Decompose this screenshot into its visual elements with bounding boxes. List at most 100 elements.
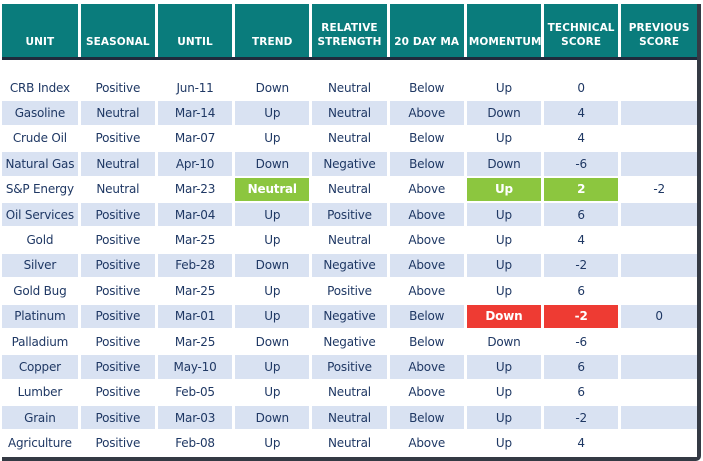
relative-strength-cell: Neutral (310, 100, 390, 127)
until-cell: Mar-25 (156, 328, 236, 356)
20-day-ma-cell: Above (388, 176, 467, 203)
column-header-technical-score: TECHNICAL SCORE (542, 4, 622, 57)
seasonal-cell: Neutral (79, 151, 158, 178)
seasonal-cell: Positive (79, 303, 158, 330)
technical-score-cell: 6 (542, 354, 622, 381)
table-row-silver: Silver Positive Feb-28 Down Negative Above Up -… (2, 252, 697, 280)
unit-cell: Copper (2, 354, 81, 381)
momentum-cell: Up (465, 76, 545, 102)
momentum-cell: Up (465, 278, 545, 305)
momentum-cell: Up (465, 176, 545, 203)
until-cell: Mar-25 (156, 227, 236, 254)
trend-cell: Up (233, 100, 313, 127)
trend-cell: Up (233, 430, 313, 457)
technical-score-table: UNIT SEASONAL UNTIL TREND RELATIVE STRENGTH 2… (2, 4, 701, 461)
relative-strength-cell: Neutral (310, 405, 390, 432)
column-header-20-day-ma: 20 DAY MA (388, 4, 467, 57)
technical-score-cell: 4 (542, 100, 622, 127)
relative-strength-cell: Neutral (310, 379, 390, 407)
until-cell: Mar-04 (156, 201, 236, 229)
seasonal-cell: Neutral (79, 176, 158, 203)
trend-cell: Up (233, 201, 313, 229)
unit-cell: Gold Bug (2, 278, 81, 305)
technical-score-cell: 4 (542, 430, 622, 457)
until-cell: May-10 (156, 354, 236, 381)
relative-strength-cell: Negative (310, 252, 390, 280)
20-day-ma-cell: Below (388, 328, 467, 356)
20-day-ma-cell: Above (388, 278, 467, 305)
unit-cell: Platinum (2, 303, 81, 330)
table-row-gold-bug: Gold Bug Positive Mar-25 Up Positive Above Up 6 (2, 278, 697, 305)
seasonal-cell: Positive (79, 354, 158, 381)
previous-score-cell (619, 278, 697, 305)
previous-score-cell (619, 100, 697, 127)
spacer-cell (542, 60, 622, 76)
technical-score-cell: 2 (542, 176, 622, 203)
table-row-gold: Gold Positive Mar-25 Up Neutral Above Up 4 (2, 227, 697, 254)
trend-cell: Down (233, 252, 313, 280)
unit-cell: Palladium (2, 328, 81, 356)
unit-cell: Grain (2, 405, 81, 432)
until-cell: Mar-07 (156, 125, 236, 153)
spacer-cell (619, 60, 697, 76)
technical-score-cell: 6 (542, 201, 622, 229)
technical-score-cell: -6 (542, 151, 622, 178)
until-cell: Mar-03 (156, 405, 236, 432)
20-day-ma-cell: Above (388, 252, 467, 280)
technical-score-cell: 4 (542, 125, 622, 153)
seasonal-cell: Positive (79, 405, 158, 432)
trend-cell: Down (233, 76, 313, 102)
previous-score-cell (619, 252, 697, 280)
spacer-row (2, 60, 697, 76)
until-cell: Feb-28 (156, 252, 236, 280)
until-cell: Mar-01 (156, 303, 236, 330)
technical-score-cell: -2 (542, 303, 622, 330)
momentum-cell: Up (465, 430, 545, 457)
spacer-cell (388, 60, 467, 76)
momentum-cell: Up (465, 354, 545, 381)
unit-cell: Crude Oil (2, 125, 81, 153)
until-cell: Mar-23 (156, 176, 236, 203)
20-day-ma-cell: Above (388, 201, 467, 229)
trend-cell: Neutral (233, 176, 313, 203)
momentum-cell: Down (465, 151, 545, 178)
table-row-crb-index: CRB Index Positive Jun-11 Down Neutral Below U… (2, 76, 697, 102)
previous-score-cell (619, 125, 697, 153)
technical-score-cell: -2 (542, 252, 622, 280)
column-header-momentum: MOMENTUM (465, 4, 545, 57)
previous-score-cell (619, 201, 697, 229)
table-header-row: UNIT SEASONAL UNTIL TREND RELATIVE STRENGTH 2… (2, 4, 697, 57)
table-row-s-p-energy: S&P Energy Neutral Mar-23 Neutral Neutral Abo… (2, 176, 697, 203)
relative-strength-cell: Positive (310, 278, 390, 305)
relative-strength-cell: Neutral (310, 76, 390, 102)
column-header-trend: TREND (233, 4, 313, 57)
20-day-ma-cell: Below (388, 303, 467, 330)
unit-cell: Oil Services (2, 201, 81, 229)
column-header-relative-strength: RELATIVE STRENGTH (310, 4, 390, 57)
spacer-cell (310, 60, 390, 76)
table-row-natural-gas: Natural Gas Neutral Apr-10 Down Negative Belo… (2, 151, 697, 178)
momentum-cell: Up (465, 227, 545, 254)
seasonal-cell: Positive (79, 379, 158, 407)
previous-score-cell (619, 76, 697, 102)
momentum-cell: Up (465, 252, 545, 280)
relative-strength-cell: Neutral (310, 227, 390, 254)
unit-cell: S&P Energy (2, 176, 81, 203)
unit-cell: Lumber (2, 379, 81, 407)
unit-cell: CRB Index (2, 76, 81, 102)
20-day-ma-cell: Above (388, 430, 467, 457)
seasonal-cell: Positive (79, 227, 158, 254)
momentum-cell: Up (465, 125, 545, 153)
table-row-crude-oil: Crude Oil Positive Mar-07 Up Neutral Below Up 4 (2, 125, 697, 153)
unit-cell: Natural Gas (2, 151, 81, 178)
technical-score-cell: 4 (542, 227, 622, 254)
previous-score-cell (619, 151, 697, 178)
table-row-lumber: Lumber Positive Feb-05 Up Neutral Above Up 6 (2, 379, 697, 407)
20-day-ma-cell: Below (388, 76, 467, 102)
previous-score-cell (619, 430, 697, 457)
column-header-until: UNTIL (156, 4, 236, 57)
relative-strength-cell: Neutral (310, 176, 390, 203)
relative-strength-cell: Negative (310, 151, 390, 178)
previous-score-cell (619, 379, 697, 407)
unit-cell: Gasoline (2, 100, 81, 127)
